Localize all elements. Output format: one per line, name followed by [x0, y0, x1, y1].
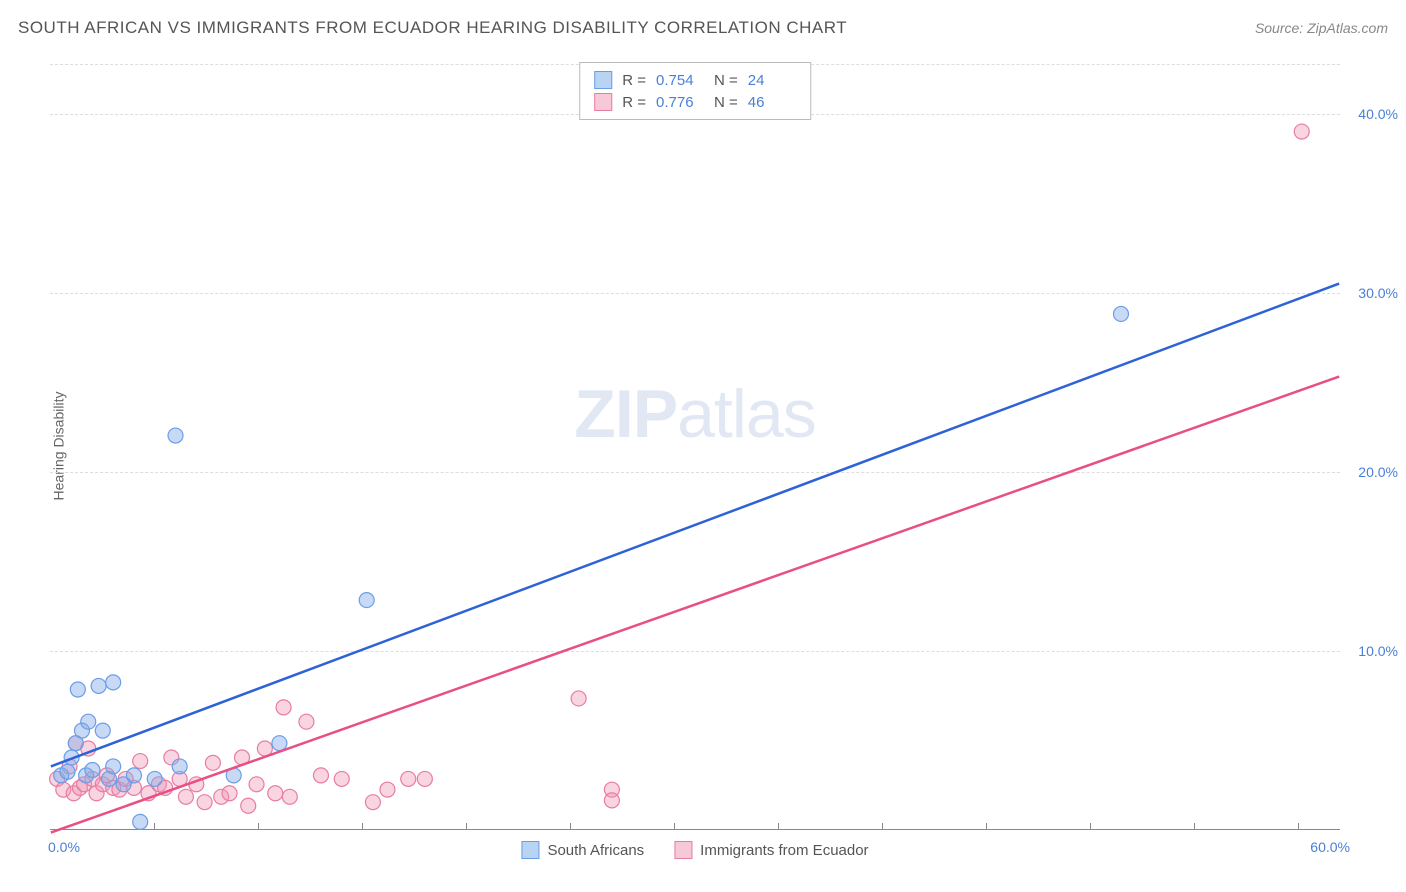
- x-minor-tick: [986, 823, 987, 829]
- data-point: [106, 759, 121, 774]
- series-legend: South Africans Immigrants from Ecuador: [521, 841, 868, 859]
- data-point: [365, 795, 380, 810]
- x-minor-tick: [1090, 823, 1091, 829]
- y-tick-label: 40.0%: [1358, 106, 1398, 122]
- legend-item: South Africans: [521, 841, 644, 859]
- data-point: [313, 768, 328, 783]
- trend-line: [51, 377, 1339, 833]
- legend-swatch: [594, 93, 612, 111]
- plot-svg: [50, 60, 1340, 829]
- source-attr: Source: ZipAtlas.com: [1255, 20, 1388, 36]
- x-minor-tick: [1298, 823, 1299, 829]
- data-point: [91, 678, 106, 693]
- data-point: [604, 793, 619, 808]
- legend-swatch: [674, 841, 692, 859]
- data-point: [272, 736, 287, 751]
- data-point: [147, 771, 162, 786]
- legend-row: R =0.776N =46: [594, 91, 796, 113]
- data-point: [359, 593, 374, 608]
- data-point: [1113, 306, 1128, 321]
- legend-swatch: [521, 841, 539, 859]
- data-point: [249, 777, 264, 792]
- data-point: [401, 771, 416, 786]
- data-point: [126, 768, 141, 783]
- data-point: [95, 723, 110, 738]
- y-tick-label: 20.0%: [1358, 464, 1398, 480]
- legend-swatch: [594, 71, 612, 89]
- trend-line: [51, 284, 1339, 767]
- data-point: [168, 428, 183, 443]
- data-point: [299, 714, 314, 729]
- data-point: [380, 782, 395, 797]
- data-point: [282, 789, 297, 804]
- data-point: [197, 795, 212, 810]
- data-point: [571, 691, 586, 706]
- x-minor-tick: [778, 823, 779, 829]
- correlation-legend: R =0.754N =24R =0.776N =46: [579, 62, 811, 120]
- data-point: [334, 771, 349, 786]
- legend-row: R =0.754N =24: [594, 69, 796, 91]
- data-point: [1294, 124, 1309, 139]
- data-point: [133, 814, 148, 829]
- y-tick-label: 30.0%: [1358, 285, 1398, 301]
- x-tick-left: 0.0%: [48, 839, 80, 855]
- x-minor-tick: [1194, 823, 1195, 829]
- data-point: [106, 675, 121, 690]
- data-point: [205, 755, 220, 770]
- header: SOUTH AFRICAN VS IMMIGRANTS FROM ECUADOR…: [18, 18, 1388, 38]
- data-point: [178, 789, 193, 804]
- x-minor-tick: [882, 823, 883, 829]
- x-minor-tick: [570, 823, 571, 829]
- data-point: [81, 714, 96, 729]
- data-point: [241, 798, 256, 813]
- data-point: [276, 700, 291, 715]
- data-point: [268, 786, 283, 801]
- x-minor-tick: [466, 823, 467, 829]
- data-point: [70, 682, 85, 697]
- data-point: [417, 771, 432, 786]
- data-point: [85, 762, 100, 777]
- x-minor-tick: [154, 823, 155, 829]
- legend-item: Immigrants from Ecuador: [674, 841, 868, 859]
- data-point: [133, 754, 148, 769]
- data-point: [172, 759, 187, 774]
- chart-title: SOUTH AFRICAN VS IMMIGRANTS FROM ECUADOR…: [18, 18, 847, 38]
- data-point: [222, 786, 237, 801]
- chart-area: 10.0%20.0%30.0%40.0% ZIPatlas R =0.754N …: [50, 60, 1340, 830]
- x-tick-right: 60.0%: [1310, 839, 1350, 855]
- x-minor-tick: [674, 823, 675, 829]
- y-tick-label: 10.0%: [1358, 643, 1398, 659]
- x-minor-tick: [362, 823, 363, 829]
- data-point: [60, 764, 75, 779]
- x-minor-tick: [258, 823, 259, 829]
